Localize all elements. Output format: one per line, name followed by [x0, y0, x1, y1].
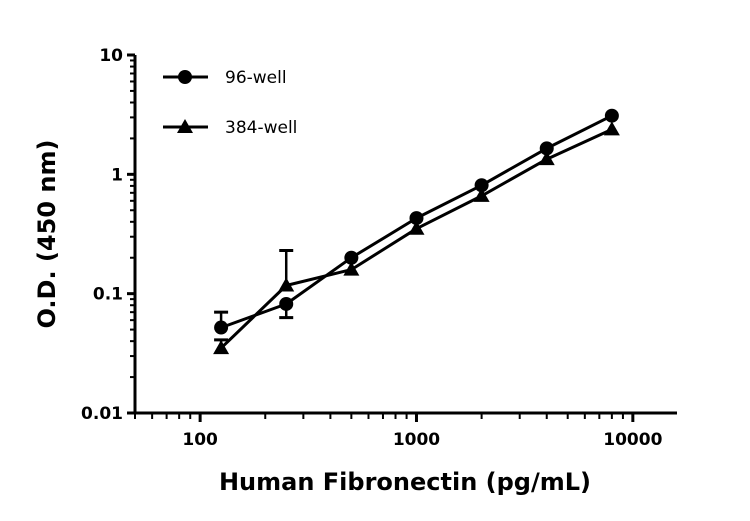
x-tick-label: 100: [182, 430, 218, 450]
legend: 96-well 384-well: [163, 68, 297, 138]
series-layer: [213, 108, 620, 355]
y-tick-label: 0.1: [93, 285, 123, 305]
series-384-well: [213, 121, 620, 355]
data-point-circle: [279, 296, 294, 311]
data-point-triangle: [473, 187, 490, 202]
data-point-triangle: [408, 220, 425, 235]
data-point-triangle: [213, 340, 230, 355]
legend-item: 96-well: [163, 68, 287, 88]
axes: 0.01 0.1 1 10 100 1000 10000: [81, 46, 677, 450]
data-point-triangle: [278, 277, 295, 292]
legend-item: 384-well: [163, 118, 297, 138]
data-point-triangle: [603, 121, 620, 136]
data-point-circle: [214, 320, 229, 335]
y-axis-label: O.D. (450 nm): [33, 140, 61, 329]
data-point-circle: [539, 141, 554, 156]
series-96-well: [214, 108, 619, 335]
x-axis-label: Human Fibronectin (pg/mL): [219, 468, 591, 496]
data-point-circle: [409, 211, 424, 226]
legend-label: 96-well: [225, 68, 287, 88]
y-tick-label: 1: [111, 165, 123, 185]
data-point-circle: [178, 70, 192, 84]
x-tick-label: 1000: [393, 430, 440, 450]
data-point-circle: [344, 250, 359, 265]
data-point-triangle: [538, 151, 555, 166]
legend-label: 384-well: [225, 118, 297, 138]
data-point-triangle: [343, 261, 360, 276]
x-tick-label: 10000: [603, 430, 662, 450]
series-line: [220, 128, 613, 350]
y-tick-label: 10: [99, 46, 123, 66]
data-point-circle: [474, 178, 489, 193]
y-tick-label: 0.01: [81, 404, 123, 424]
data-point-triangle: [177, 119, 193, 133]
data-point-circle: [604, 108, 619, 123]
